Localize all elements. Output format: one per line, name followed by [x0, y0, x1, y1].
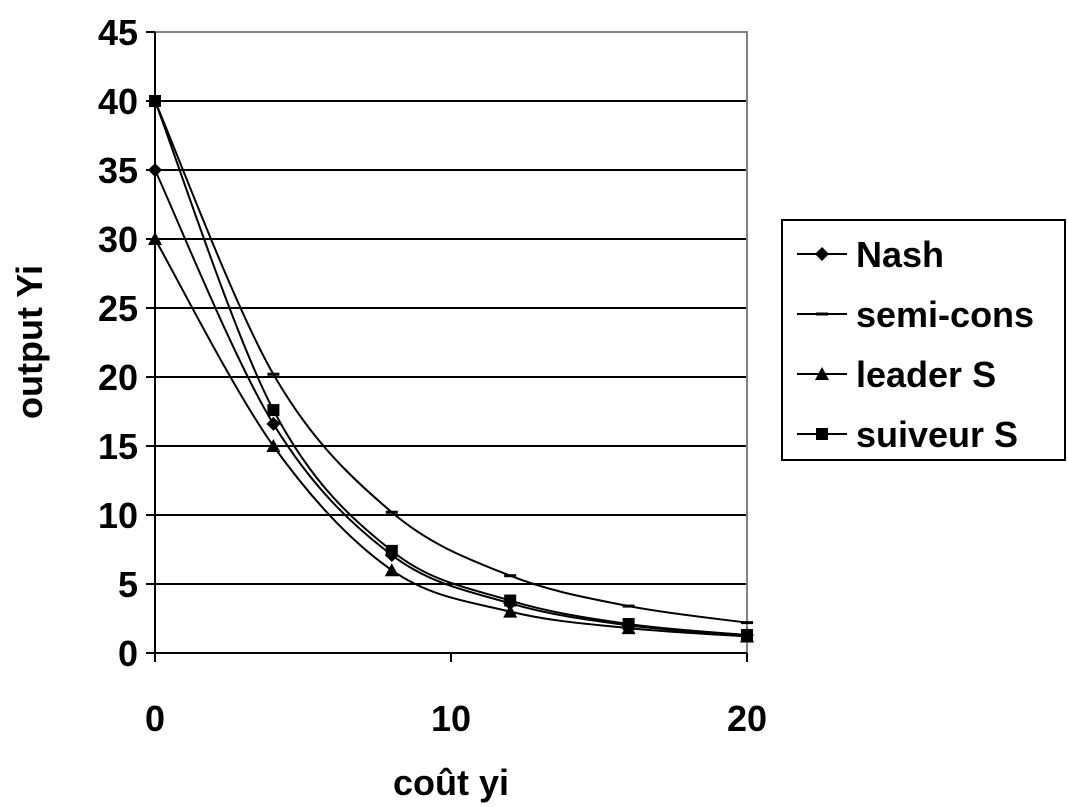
y-tick-label: 10	[98, 495, 138, 536]
data-point-semi-cons	[741, 621, 753, 625]
y-tick-label: 35	[98, 150, 138, 191]
x-tick-label: 20	[727, 698, 767, 739]
y-tick-label: 20	[98, 357, 138, 398]
data-point-suiveur-s	[741, 629, 753, 642]
legend-label-nash: Nash	[856, 234, 944, 275]
y-axis-title: output Yi	[9, 265, 50, 419]
legend-marker-semi-cons	[816, 312, 828, 316]
y-tick-label: 30	[98, 219, 138, 260]
tick-labels: 0 5 10 15 20 25 30 35 40 45 0 10 20	[98, 12, 767, 739]
series-markers	[148, 95, 754, 643]
data-point-suiveur-s	[504, 594, 517, 607]
data-point-suiveur-s	[149, 95, 161, 107]
data-point-nash	[266, 416, 281, 431]
y-tick-label: 5	[118, 564, 138, 605]
legend-box	[781, 219, 1066, 461]
data-point-suiveur-s	[622, 618, 635, 631]
legend-label-semi-cons: semi-cons	[856, 294, 1034, 335]
legend-marker-nash	[815, 247, 829, 261]
y-tick-label: 40	[98, 81, 138, 122]
y-tick-label: 45	[98, 12, 138, 53]
legend-label-suiveur-s: suiveur S	[856, 414, 1018, 455]
x-tick-label: 10	[431, 698, 471, 739]
data-point-nash	[148, 163, 162, 177]
data-point-leader-s	[503, 604, 518, 618]
y-tick-label: 25	[98, 288, 138, 329]
y-tick-label: 15	[98, 426, 138, 467]
data-point-semi-cons	[267, 372, 280, 376]
data-point-semi-cons	[504, 574, 517, 578]
data-point-semi-cons	[385, 510, 398, 514]
legend-marker-suiveur-s	[816, 428, 828, 440]
legend-marker-leader-s	[815, 367, 829, 380]
series-lines	[154, 100, 748, 638]
x-axis-title: coût yi	[393, 762, 509, 803]
legend: Nash semi-cons leader S suiveur S	[781, 219, 1066, 461]
x-tick-label: 0	[145, 698, 165, 739]
series-line-leader-s	[154, 238, 748, 638]
axes	[146, 31, 748, 662]
data-point-suiveur-s	[385, 544, 398, 557]
legend-label-leader-s: leader S	[856, 354, 996, 395]
data-point-leader-s	[384, 563, 399, 577]
data-point-suiveur-s	[267, 404, 280, 417]
data-point-leader-s	[266, 439, 281, 452]
data-point-leader-s	[148, 232, 162, 245]
y-tick-label: 0	[118, 633, 138, 674]
data-point-semi-cons	[622, 604, 635, 608]
series-line-semi-cons	[154, 100, 748, 624]
gridlines	[155, 31, 747, 585]
